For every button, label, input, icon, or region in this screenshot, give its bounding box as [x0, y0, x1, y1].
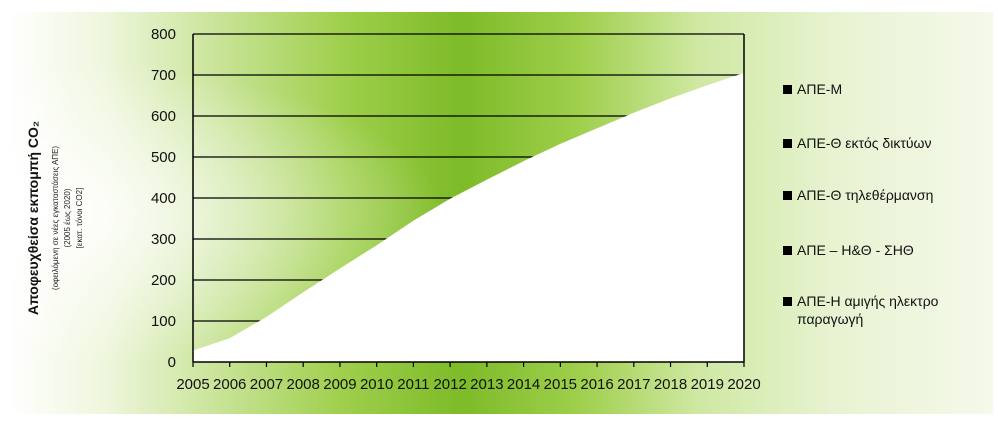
y-tick-label-200: 200	[151, 272, 176, 289]
legend-marker-5	[783, 297, 792, 306]
x-tick-label-2005: 2005	[176, 376, 209, 393]
y-tick-label-0: 0	[168, 354, 176, 371]
legend-marker-2	[783, 139, 792, 148]
x-tick-label-2017: 2017	[617, 376, 650, 393]
y-axis-title: Αποφευχθείσα εκπομπή CO₂	[25, 121, 41, 315]
legend-marker-4	[783, 246, 792, 255]
x-tick-label-2006: 2006	[213, 376, 246, 393]
y-axis-subtitle-group: (οφειλόμενη σε νέες εγκαταστάσεις ΑΠΕ)	[51, 146, 60, 291]
legend: ΑΠΕ-Μ ΑΠΕ-Θ εκτός δικτύων ΑΠΕ-Θ τηλεθέρμαν…	[783, 81, 939, 327]
legend-marker-3	[783, 191, 792, 200]
legend-marker-1	[783, 85, 792, 94]
y-tick-label-400: 400	[151, 190, 176, 207]
legend-item-5: ΑΠΕ-Η αμιγής ηλεκτρο παραγωγή	[797, 293, 939, 327]
y-tick-label-100: 100	[151, 313, 176, 330]
x-tick-label-2012: 2012	[433, 376, 466, 393]
y-axis-subtitle-group-2: (2005 έως 2020)	[63, 188, 72, 247]
y-axis-subtitle-2: (2005 έως 2020)	[63, 188, 72, 247]
legend-item-4: ΑΠΕ – Η&Θ - ΣΗΘ	[797, 242, 914, 258]
axes	[192, 34, 745, 367]
x-tick-label-2011: 2011	[397, 376, 429, 393]
x-tick-label-2008: 2008	[287, 376, 320, 393]
x-tick-label-2014: 2014	[507, 376, 540, 393]
plot-area	[193, 72, 744, 363]
y-tick-label-600: 600	[151, 108, 176, 125]
y-axis-subtitle-3: [εκατ. τόνοι CO2]	[75, 188, 84, 249]
total-area	[193, 72, 744, 363]
y-tick-labels: 0 100 200 300 400 500 600 700 800	[151, 26, 176, 371]
x-tick-label-2010: 2010	[360, 376, 393, 393]
y-axis-label: Αποφευχθείσα εκπομπή CO₂	[25, 121, 41, 315]
x-tick-label-2016: 2016	[580, 376, 613, 393]
x-tick-label-2013: 2013	[470, 376, 503, 393]
legend-item-3: ΑΠΕ-Θ τηλεθέρμανση	[797, 187, 933, 203]
x-tick-label-2007: 2007	[250, 376, 283, 393]
x-tick-label-2019: 2019	[691, 376, 724, 393]
y-tick-label-500: 500	[151, 149, 176, 166]
x-tick-label-2018: 2018	[654, 376, 687, 393]
y-tick-label-300: 300	[151, 231, 176, 248]
legend-item-2: ΑΠΕ-Θ εκτός δικτύων	[797, 135, 931, 151]
y-tick-label-700: 700	[151, 67, 176, 84]
legend-item-1: ΑΠΕ-Μ	[797, 81, 842, 97]
x-tick-label-2009: 2009	[323, 376, 356, 393]
y-axis-subtitle-1: (οφειλόμενη σε νέες εγκαταστάσεις ΑΠΕ)	[51, 146, 60, 291]
x-tick-label-2015: 2015	[544, 376, 577, 393]
y-axis-subtitle-group-3: [εκατ. τόνοι CO2]	[75, 188, 84, 249]
y-tick-label-800: 800	[151, 26, 176, 43]
x-tick-labels: 2005 2006 2007 2008 2009 2010 2011 2012 2013 2014…	[176, 376, 760, 393]
x-tick-label-2020: 2020	[727, 376, 760, 393]
